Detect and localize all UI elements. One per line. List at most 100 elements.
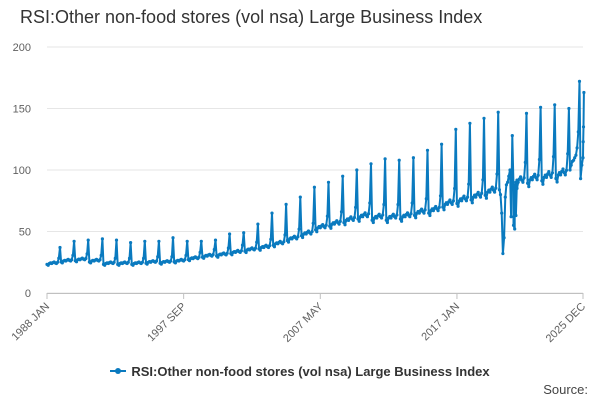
data-point xyxy=(567,106,571,111)
data-point xyxy=(397,158,401,162)
data-point xyxy=(269,237,273,241)
data-point xyxy=(509,215,513,219)
data-point xyxy=(554,176,558,181)
data-point xyxy=(425,148,430,152)
data-point xyxy=(183,258,187,262)
data-point xyxy=(286,240,291,244)
data-point xyxy=(559,173,563,177)
data-point xyxy=(329,226,333,230)
data-point xyxy=(255,240,259,244)
data-point xyxy=(581,156,585,160)
data-point xyxy=(58,245,62,250)
data-point xyxy=(561,167,565,171)
data-point xyxy=(481,178,485,182)
data-point xyxy=(437,205,441,209)
data-point xyxy=(550,171,555,175)
data-point xyxy=(510,134,514,138)
data-point xyxy=(258,248,262,252)
data-point xyxy=(355,168,359,172)
data-point xyxy=(72,239,76,243)
data-point xyxy=(199,239,203,243)
data-point xyxy=(500,211,504,215)
data-point xyxy=(98,258,102,262)
data-point xyxy=(516,180,520,184)
data-point xyxy=(85,252,89,256)
data-point xyxy=(575,146,579,150)
data-point xyxy=(184,253,188,257)
data-point xyxy=(385,220,389,225)
y-tick-label: 50 xyxy=(19,227,31,239)
data-point xyxy=(408,215,412,219)
data-point xyxy=(488,190,492,194)
data-point xyxy=(551,155,556,159)
data-point xyxy=(411,156,415,160)
data-point xyxy=(564,168,569,172)
data-point xyxy=(170,255,174,259)
data-point xyxy=(503,195,507,199)
data-point xyxy=(86,238,90,242)
data-point xyxy=(568,168,572,172)
data-point xyxy=(427,211,431,215)
data-point xyxy=(70,258,74,262)
data-point xyxy=(484,196,488,200)
data-point xyxy=(504,183,508,187)
data-point xyxy=(311,221,315,225)
legend[interactable]: RSI:Other non-food stores (vol nsa) Larg… xyxy=(0,364,600,379)
data-point xyxy=(409,212,413,216)
data-point xyxy=(71,253,75,257)
data-point xyxy=(580,163,584,167)
data-point xyxy=(540,179,544,183)
data-point xyxy=(256,222,260,226)
x-tick-label: 1988 JAN xyxy=(9,301,52,344)
legend-label: RSI:Other non-food stores (vol nsa) Larg… xyxy=(131,364,490,379)
data-point xyxy=(365,215,369,219)
data-point xyxy=(129,241,133,245)
data-point xyxy=(382,202,386,207)
data-point xyxy=(576,130,580,134)
data-point xyxy=(476,190,480,194)
data-point xyxy=(301,235,305,240)
data-point xyxy=(369,162,373,166)
data-point xyxy=(325,214,329,218)
data-point xyxy=(381,213,385,217)
data-point xyxy=(493,190,497,194)
data-point xyxy=(549,175,553,179)
data-point xyxy=(244,250,248,255)
data-point xyxy=(563,173,567,177)
y-axis: 0 50 100 150 200 xyxy=(13,42,31,300)
data-point xyxy=(315,230,319,234)
y-tick-label: 100 xyxy=(13,165,31,177)
data-point xyxy=(126,260,130,264)
data-point xyxy=(464,199,468,203)
data-point xyxy=(240,243,245,247)
data-point xyxy=(337,222,341,226)
y-tick-label: 200 xyxy=(13,42,31,54)
data-point xyxy=(521,180,525,184)
x-tick-label: 2017 JAN xyxy=(419,301,462,344)
data-point xyxy=(351,218,355,222)
data-point xyxy=(523,160,527,164)
data-point xyxy=(573,156,577,160)
data-point xyxy=(230,253,234,257)
data-point xyxy=(339,210,344,214)
data-point xyxy=(496,110,500,114)
data-point xyxy=(547,170,551,174)
data-point xyxy=(56,260,60,264)
data-point xyxy=(566,152,570,156)
data-point xyxy=(438,194,443,198)
data-point xyxy=(423,208,427,212)
data-point xyxy=(522,176,526,180)
data-point xyxy=(412,213,417,217)
data-point xyxy=(469,198,473,202)
data-point xyxy=(569,163,573,167)
data-point xyxy=(383,157,387,161)
data-point xyxy=(324,223,328,227)
data-point xyxy=(84,256,88,261)
data-point xyxy=(155,259,159,263)
data-point xyxy=(211,253,215,257)
data-point xyxy=(478,195,483,199)
data-point xyxy=(213,238,218,242)
credits[interactable]: Source: xyxy=(543,382,588,397)
data-point xyxy=(490,185,494,189)
